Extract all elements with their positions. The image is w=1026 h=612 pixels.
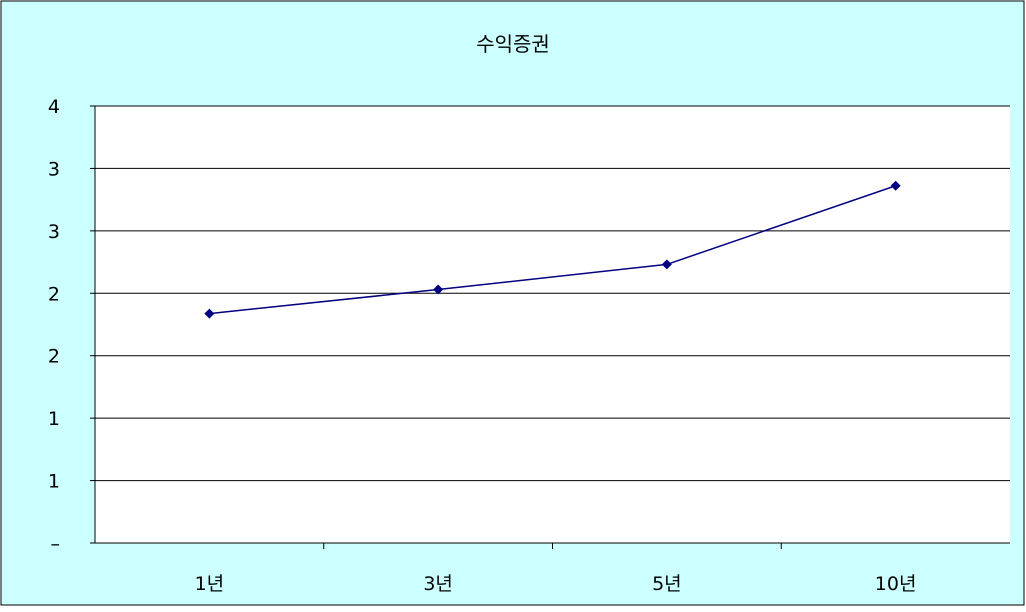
data-point — [204, 308, 215, 319]
y-tick-label: 2 — [48, 346, 60, 368]
data-point — [890, 180, 901, 191]
y-tick-label: 3 — [48, 158, 60, 180]
plot-background — [95, 106, 1010, 543]
data-point — [661, 259, 672, 270]
y-tick-label: 1 — [48, 471, 60, 493]
y-tick-label: 3 — [48, 221, 60, 243]
x-tick-label: 5년 — [652, 573, 682, 595]
y-tick-label: 2 — [48, 283, 60, 305]
chart-title: 수익증권 — [476, 32, 550, 56]
y-tick-label: – — [51, 533, 61, 555]
x-tick-label: 3년 — [423, 573, 453, 595]
y-tick-label: 1 — [48, 408, 60, 430]
x-tick-label: 10년 — [875, 573, 917, 595]
data-point — [433, 284, 444, 295]
y-tick-label: 4 — [48, 96, 60, 118]
plot-area: – 1 1 2 2 3 3 4 1년 3년 5년 10년 — [48, 96, 1010, 595]
series-line — [209, 185, 896, 315]
x-tick-label: 1년 — [195, 573, 225, 595]
